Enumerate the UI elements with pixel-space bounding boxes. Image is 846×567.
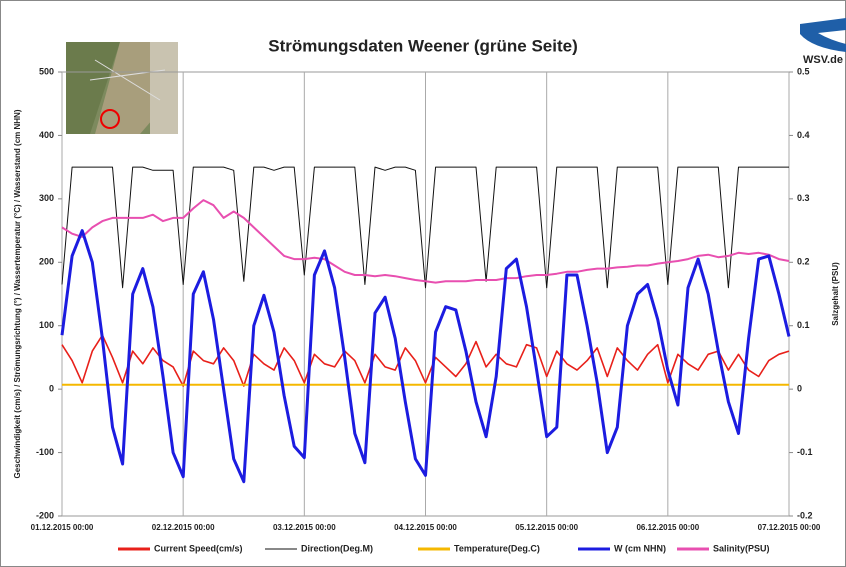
y2-tick-label: 0.3 — [797, 193, 810, 203]
y2-tick-label: 0.5 — [797, 66, 810, 76]
series-line — [60, 229, 791, 484]
y2-tick-label: 0.4 — [797, 130, 810, 140]
x-tick-label: 07.12.2015 00:00 — [758, 523, 821, 532]
legend-label: Salinity(PSU) — [713, 543, 770, 553]
y2-axis-title: Salzgehalt (PSU) — [831, 262, 840, 326]
series-line — [61, 334, 790, 387]
logo: WSV.de — [800, 18, 846, 66]
y2-tick-label: 0 — [797, 384, 802, 394]
x-tick-label: 05.12.2015 00:00 — [515, 523, 578, 532]
chart-title: Strömungsdaten Weener (grüne Seite) — [268, 36, 578, 55]
y2-tick-label: 0.1 — [797, 320, 810, 330]
x-tick-label: 01.12.2015 00:00 — [31, 523, 94, 532]
y-axis-title: Geschwindigkeit (cm/s) / Strömungsrichtu… — [13, 109, 22, 478]
x-tick-label: 02.12.2015 00:00 — [152, 523, 215, 532]
y-tick-label: 400 — [39, 130, 54, 140]
y-tick-label: 200 — [39, 257, 54, 267]
legend-label: Direction(Deg.M) — [301, 543, 373, 553]
y-tick-label: -200 — [36, 510, 54, 520]
x-tick-label: 04.12.2015 00:00 — [394, 523, 457, 532]
logo-text: WSV.de — [803, 54, 843, 66]
legend-label: Temperature(Deg.C) — [454, 543, 540, 553]
y-tick-label: 300 — [39, 193, 54, 203]
y-tick-label: 0 — [49, 384, 54, 394]
y2-tick-label: 0.2 — [797, 257, 810, 267]
x-tick-label: 03.12.2015 00:00 — [273, 523, 336, 532]
x-tick-label: 06.12.2015 00:00 — [636, 523, 699, 532]
y2-tick-label: -0.2 — [797, 510, 813, 520]
legend-label: W (cm NHN) — [614, 543, 666, 553]
y2-tick-label: -0.1 — [797, 447, 813, 457]
series-line — [61, 166, 789, 289]
y-tick-label: -100 — [36, 447, 54, 457]
legend-label: Current Speed(cm/s) — [154, 543, 243, 553]
series-line — [61, 199, 790, 284]
y-tick-label: 500 — [39, 66, 54, 76]
map-inset — [66, 42, 178, 134]
y-tick-label: 100 — [39, 320, 54, 330]
